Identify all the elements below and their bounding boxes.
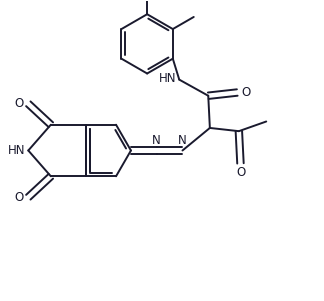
Text: O: O — [15, 191, 24, 204]
Text: N: N — [152, 134, 161, 147]
Text: HN: HN — [158, 72, 176, 85]
Text: O: O — [237, 166, 246, 179]
Text: N: N — [178, 134, 187, 147]
Text: O: O — [15, 97, 24, 110]
Text: O: O — [242, 86, 251, 99]
Text: HN: HN — [8, 144, 26, 157]
